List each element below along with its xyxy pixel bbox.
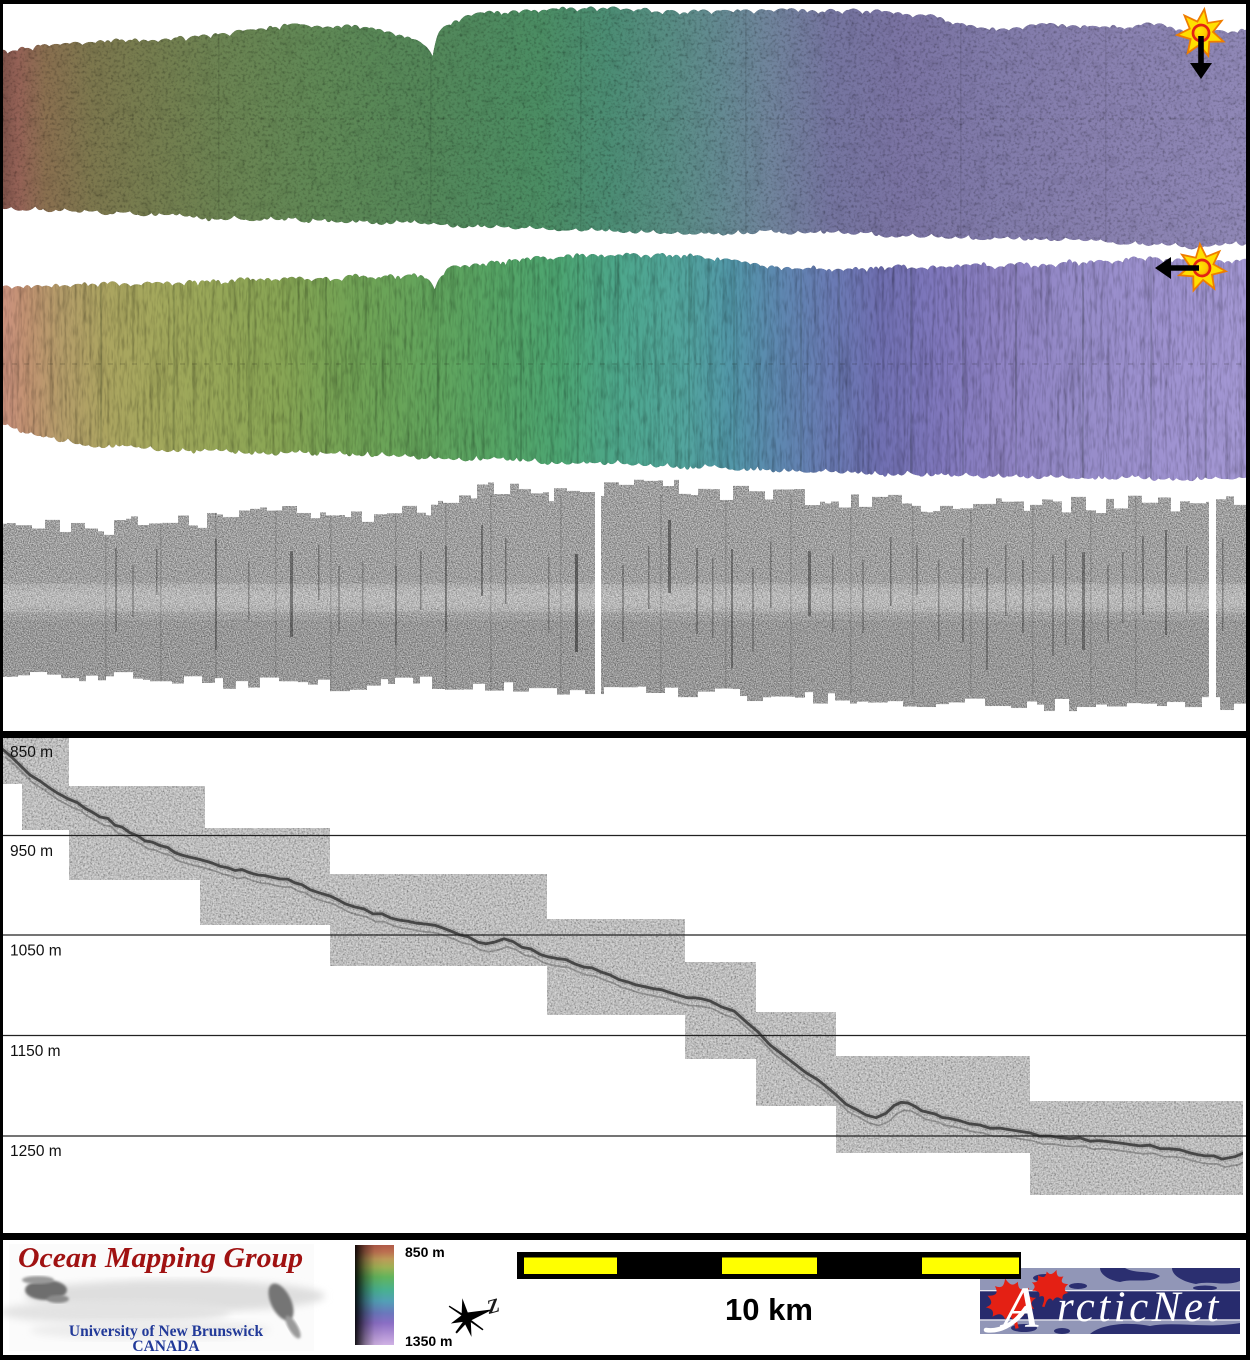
svg-text:1350 m: 1350 m [405,1333,452,1349]
svg-text:850 m: 850 m [405,1244,445,1260]
svg-text:A: A [999,1275,1039,1340]
svg-text:Z: Z [484,1294,502,1319]
svg-text:1150 m: 1150 m [10,1043,61,1060]
svg-text:950 m: 950 m [10,843,53,860]
svg-text:1050 m: 1050 m [10,943,62,960]
svg-text:CANADA: CANADA [132,1338,200,1355]
svg-text:850 m: 850 m [10,744,53,761]
svg-text:10 km: 10 km [725,1292,813,1327]
svg-text:1250 m: 1250 m [10,1143,62,1160]
svg-text:Ocean Mapping Group: Ocean Mapping Group [18,1243,303,1274]
svg-text:rcticNet: rcticNet [1057,1284,1222,1331]
svg-text:University of New Brunswick: University of New Brunswick [69,1323,264,1340]
